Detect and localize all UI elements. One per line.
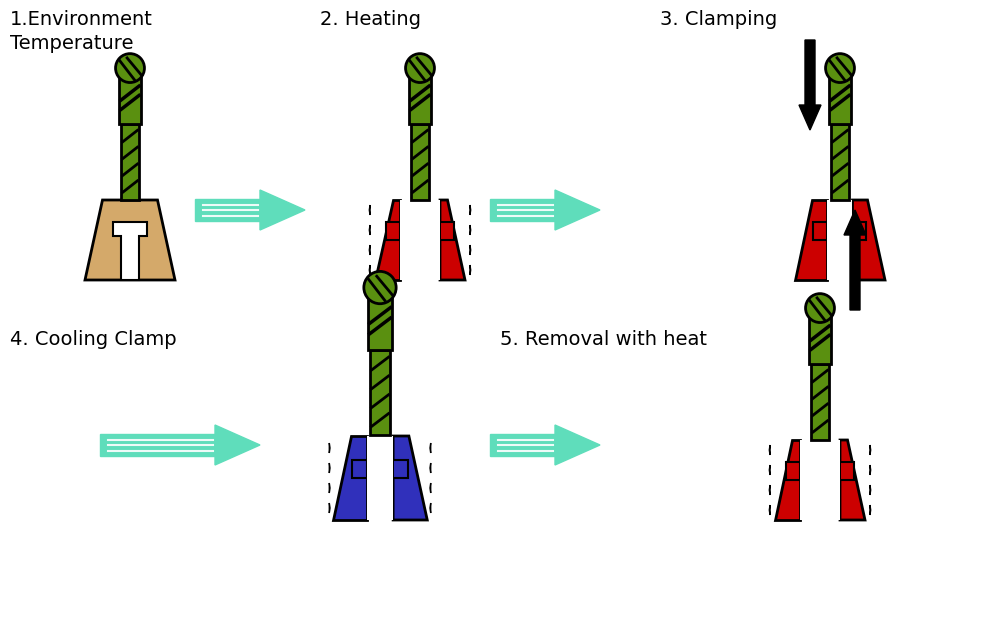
Polygon shape [555, 190, 600, 230]
Bar [411, 124, 429, 200]
Polygon shape [852, 223, 866, 240]
Polygon shape [440, 200, 465, 280]
Bar [409, 77, 431, 124]
Polygon shape [795, 200, 827, 280]
Bar [100, 434, 215, 456]
Circle shape [116, 54, 144, 83]
Circle shape [406, 54, 434, 83]
Circle shape [826, 54, 854, 83]
Bar [831, 124, 849, 200]
Polygon shape [813, 223, 827, 240]
Bar [368, 297, 392, 349]
Polygon shape [333, 436, 367, 520]
Polygon shape [85, 200, 175, 280]
Bar [490, 434, 555, 456]
Polygon shape [840, 440, 865, 520]
Bar [121, 124, 139, 200]
Polygon shape [555, 425, 600, 465]
Polygon shape [386, 223, 400, 240]
Polygon shape [260, 190, 305, 230]
Text: 3. Clamping: 3. Clamping [660, 10, 777, 29]
Text: 2. Heating: 2. Heating [320, 10, 421, 29]
Bar [400, 200, 440, 280]
Polygon shape [113, 221, 147, 280]
Circle shape [364, 271, 396, 304]
Polygon shape [775, 440, 800, 520]
Polygon shape [393, 436, 427, 520]
Circle shape [806, 294, 834, 323]
Bar [490, 199, 555, 221]
Bar [119, 77, 141, 124]
Bar [800, 440, 840, 520]
Bar [195, 199, 260, 221]
Text: 4. Cooling Clamp: 4. Cooling Clamp [10, 330, 177, 349]
Bar [829, 77, 851, 124]
Bar [827, 200, 852, 280]
Polygon shape [799, 40, 821, 130]
Bar [809, 317, 831, 364]
Polygon shape [215, 425, 260, 465]
Text: 5. Removal with heat: 5. Removal with heat [500, 330, 707, 349]
Polygon shape [375, 200, 400, 280]
Bar [370, 349, 390, 435]
Bar [811, 364, 829, 440]
Polygon shape [840, 462, 854, 480]
Text: 1.Environment
Temperature: 1.Environment Temperature [10, 10, 153, 52]
Polygon shape [786, 462, 800, 480]
Bar [367, 436, 393, 520]
Polygon shape [440, 223, 454, 240]
Polygon shape [844, 210, 866, 310]
Polygon shape [352, 460, 367, 478]
Polygon shape [852, 200, 885, 280]
Polygon shape [393, 460, 408, 478]
